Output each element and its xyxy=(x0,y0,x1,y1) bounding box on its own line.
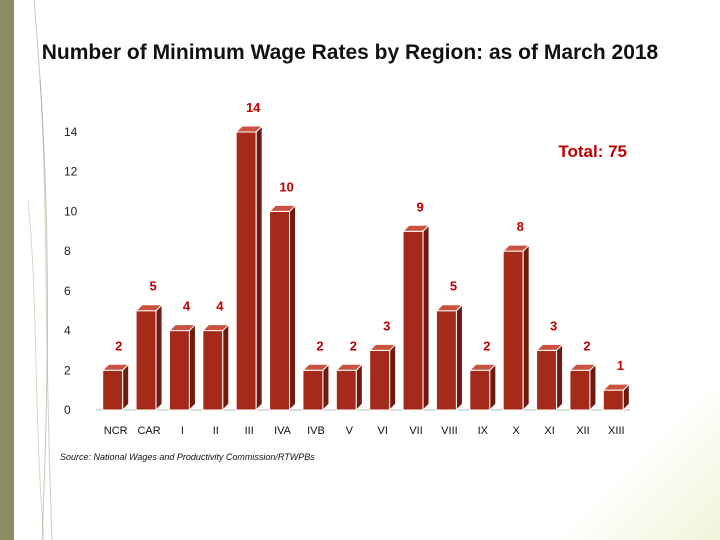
bar-side-VIII xyxy=(455,303,463,412)
data-label-XIII: 1 xyxy=(617,358,624,373)
data-label-XI: 3 xyxy=(550,318,557,333)
data-label-I: 4 xyxy=(183,299,191,314)
category-label-VIII: VIII xyxy=(441,425,458,437)
bar-side-VII xyxy=(422,224,430,412)
y-tick-label-4: 8 xyxy=(64,244,71,258)
category-label-XII: XII xyxy=(576,425,589,437)
bar-X xyxy=(502,250,524,411)
category-label-II: II xyxy=(213,425,219,437)
data-label-VII: 9 xyxy=(416,199,423,214)
bar-IVB xyxy=(302,369,324,411)
y-tick-label-7: 14 xyxy=(64,125,78,139)
bar-side-V xyxy=(355,363,363,412)
category-label-V: V xyxy=(346,425,354,437)
bar-side-X xyxy=(522,243,530,412)
data-label-IVA: 10 xyxy=(279,179,293,194)
bar-XII xyxy=(569,369,591,411)
bar-XI xyxy=(536,349,558,411)
bar-side-XII xyxy=(589,363,597,412)
bar-VIII xyxy=(435,310,457,411)
data-label-VIII: 5 xyxy=(450,279,457,294)
category-label-I: I xyxy=(181,425,184,437)
bar-side-IVB xyxy=(322,363,330,412)
category-label-VII: VII xyxy=(409,425,422,437)
category-label-IVA: IVA xyxy=(274,425,292,437)
category-label-NCR: NCR xyxy=(104,425,128,437)
data-label-VI: 3 xyxy=(383,318,390,333)
bar-CAR xyxy=(135,310,157,411)
bar-side-CAR xyxy=(155,303,163,412)
source-note: Source: National Wages and Productivity … xyxy=(60,452,315,462)
bar-I xyxy=(168,330,190,411)
y-tick-label-6: 12 xyxy=(64,165,78,179)
chart-title: Number of Minimum Wage Rates by Region: … xyxy=(41,41,659,64)
category-label-III: III xyxy=(245,425,254,437)
bar-side-NCR xyxy=(122,363,130,412)
left-decorative-band xyxy=(0,0,14,540)
data-label-X: 8 xyxy=(517,219,524,234)
y-tick-label-2: 4 xyxy=(64,324,71,338)
y-tick-label-5: 10 xyxy=(64,204,78,218)
bar-side-VI xyxy=(389,343,397,412)
category-label-X: X xyxy=(513,425,521,437)
bar-III xyxy=(235,131,257,411)
category-label-IVB: IVB xyxy=(307,425,325,437)
y-tick-label-1: 2 xyxy=(64,363,71,377)
category-label-VI: VI xyxy=(377,425,387,437)
bar-VII xyxy=(402,230,424,411)
category-label-IX: IX xyxy=(478,425,489,437)
bar-side-XIII xyxy=(622,382,630,412)
category-label-XIII: XIII xyxy=(608,425,625,437)
data-label-CAR: 5 xyxy=(149,279,156,294)
bar-IX xyxy=(469,369,491,411)
bar-NCR xyxy=(102,369,124,411)
bar-II xyxy=(202,330,224,411)
bar-IVA xyxy=(269,210,291,411)
bar-side-IVA xyxy=(289,204,297,412)
bar-side-I xyxy=(188,323,196,412)
data-label-IX: 2 xyxy=(483,338,490,353)
y-tick-label-0: 0 xyxy=(64,403,71,417)
bar-side-IX xyxy=(489,363,497,412)
total-annotation: Total: 75 xyxy=(558,142,627,161)
data-label-II: 4 xyxy=(216,299,224,314)
category-label-CAR: CAR xyxy=(137,425,160,437)
bar-V xyxy=(335,369,357,411)
data-label-NCR: 2 xyxy=(115,338,122,353)
data-label-V: 2 xyxy=(350,338,357,353)
bar-side-II xyxy=(222,323,230,412)
bar-VI xyxy=(369,349,391,411)
bar-side-III xyxy=(255,124,263,412)
category-label-XI: XI xyxy=(544,425,554,437)
data-label-IVB: 2 xyxy=(316,338,323,353)
bar-side-XI xyxy=(556,343,564,412)
data-label-XII: 2 xyxy=(583,338,590,353)
data-label-III: 14 xyxy=(246,100,261,115)
y-tick-label-3: 6 xyxy=(64,284,71,298)
bar-XIII xyxy=(602,389,624,411)
